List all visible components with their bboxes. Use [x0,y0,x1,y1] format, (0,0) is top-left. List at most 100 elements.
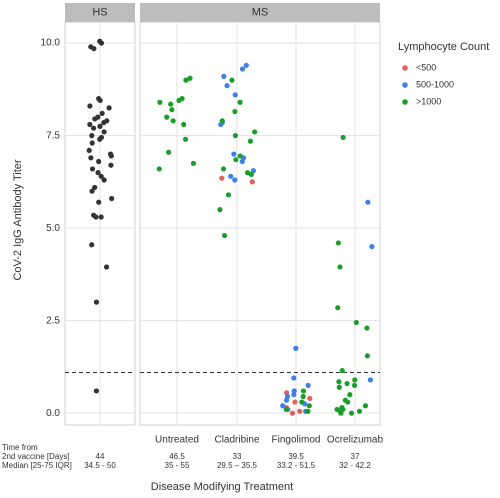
point [89,242,95,248]
point [92,116,98,122]
point [168,101,174,107]
point [356,408,363,414]
point [87,103,93,109]
point [283,406,289,413]
table-row-label: Median [25-75 IQR] [2,461,72,470]
point [182,136,189,142]
point [365,199,371,205]
point [106,105,112,111]
point [92,184,98,191]
table-row-label: Time from [2,443,38,452]
table-median: 33 [233,452,242,461]
point [291,392,297,398]
point [369,244,375,250]
table-median: 39.5 [288,452,304,461]
point [339,368,345,374]
point [98,214,104,220]
point [252,129,258,135]
point [176,97,182,104]
facet-label: HS [92,6,107,18]
point [237,99,243,105]
point [337,264,343,270]
point [348,410,355,416]
point [221,73,227,79]
y-tick-label: 5.0 [46,223,60,234]
point [97,123,103,129]
point [293,345,299,351]
x-tick-label: Ocrelizumab [327,435,384,446]
y-tick-label: 10.0 [41,38,61,49]
point [166,149,172,155]
point [93,214,99,220]
point [169,107,175,113]
legend-swatch [402,99,408,105]
x-tick-label: Fingolimod [272,435,321,446]
point [352,377,358,383]
point [233,157,239,163]
point [239,158,245,165]
table-iqr: 35 - 55 [165,461,190,470]
point [289,410,296,416]
point [225,192,232,198]
table-median: 44 [96,452,105,461]
point [220,166,227,172]
point [232,92,238,98]
point [89,188,95,194]
y-tick-label: 0.0 [46,408,60,419]
point [183,77,189,83]
point [243,62,249,68]
point [364,325,370,331]
point [232,133,239,139]
point [353,319,359,326]
point [108,153,114,159]
facet-strip [140,3,380,22]
point [157,99,163,105]
legend-swatch [402,65,408,71]
point [248,171,254,178]
point [232,177,238,183]
point [232,108,238,115]
point [101,129,107,135]
point [221,232,228,239]
point [181,121,187,128]
point [307,395,313,401]
point [340,134,346,141]
point [101,120,107,126]
point [103,264,110,270]
point [300,393,306,400]
point [187,75,193,81]
point [109,195,115,202]
point [217,207,223,213]
point [364,353,370,359]
point [229,77,235,83]
table-iqr: 33.2 - 51.5 [277,461,316,470]
point [108,162,114,168]
point [170,118,176,124]
point [280,403,286,409]
point [87,121,93,128]
point [237,153,243,159]
point [300,388,307,394]
point [336,384,342,390]
table-iqr: 34.5 - 50 [84,461,116,470]
x-tick-label: Untreated [155,435,199,446]
point [91,46,97,52]
legend-title: Lymphocyte Count [398,41,489,53]
table-median: 37 [351,452,360,461]
point [239,66,246,72]
legend-label: <500 [416,62,436,72]
point [292,399,298,405]
point [164,114,170,120]
legend-label: >1000 [416,96,441,106]
point [88,155,94,161]
legend-swatch [402,82,408,88]
point [367,377,373,383]
x-axis-title: Disease Modifying Treatment [151,481,293,493]
point [99,110,105,117]
point [338,410,344,416]
point [95,170,101,176]
point [86,147,92,154]
point [89,133,95,139]
point [362,403,369,409]
point [224,83,230,89]
